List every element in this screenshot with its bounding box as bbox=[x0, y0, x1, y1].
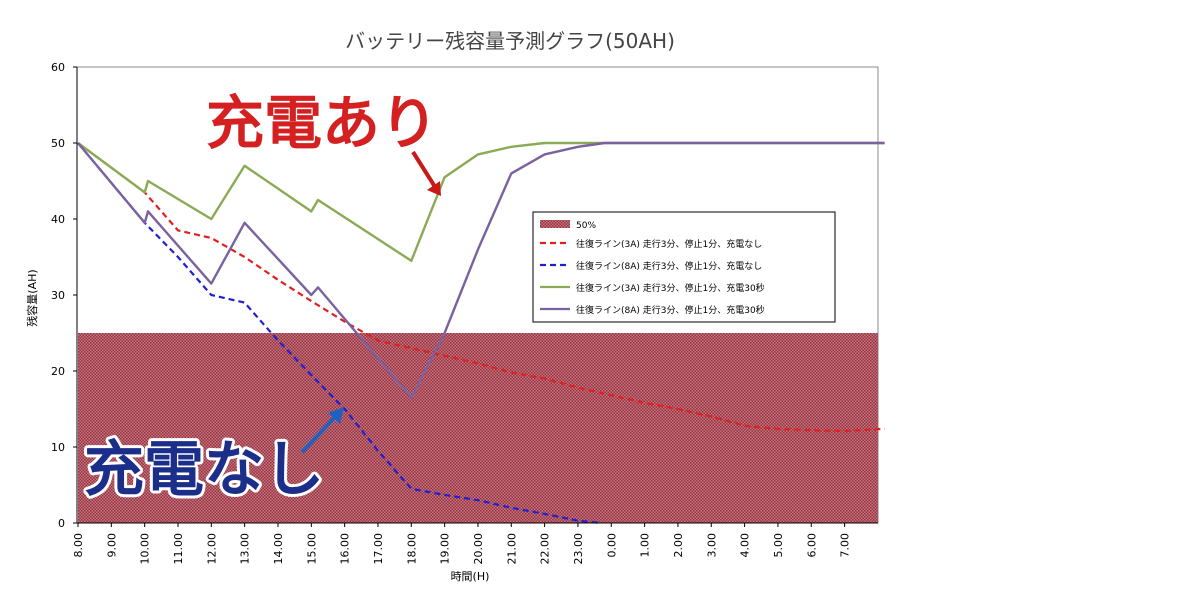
x-tick-label: 1.00 bbox=[639, 533, 652, 558]
x-tick-label: 22.00 bbox=[539, 533, 552, 565]
x-tick-label: 2.00 bbox=[672, 533, 685, 558]
annotation-with-charge: 充電あり bbox=[206, 89, 438, 157]
legend-label-2: 往復ライン(3A) 走行3分、停止1分、充電30秒 bbox=[576, 282, 765, 294]
series-line-1 bbox=[77, 142, 602, 525]
fifty-percent-band bbox=[78, 333, 878, 523]
x-tick-label: 3.00 bbox=[705, 533, 718, 558]
annotation-arrow-with-charge bbox=[411, 150, 439, 192]
x-tick-label: 14.00 bbox=[272, 533, 285, 565]
x-axis-label: 時間(H) bbox=[451, 570, 490, 583]
series-line-2 bbox=[77, 141, 885, 262]
x-tick-label: 15.00 bbox=[305, 533, 318, 565]
y-tick-label: 60 bbox=[51, 61, 65, 74]
x-tick-label: 11.00 bbox=[172, 533, 185, 565]
x-tick-label: 0.00 bbox=[605, 533, 618, 558]
x-tick-label: 5.00 bbox=[772, 533, 785, 558]
series-line-0 bbox=[77, 142, 885, 433]
annotation-arrowhead-with-charge bbox=[427, 181, 441, 196]
legend-label-0: 往復ライン(3A) 走行3分、停止1分、充電なし bbox=[576, 238, 762, 250]
y-tick-label: 0 bbox=[58, 517, 65, 530]
legend-label-3: 往復ライン(8A) 走行3分、停止1分、充電30秒 bbox=[576, 304, 765, 316]
x-tick-labels: 8.00 9.00 10.00 11.00 12.00 13.00 14.00 15.00 16… bbox=[72, 523, 852, 565]
y-tick-label: 30 bbox=[51, 289, 65, 302]
x-tick-label: 4.00 bbox=[739, 533, 752, 558]
annotation-arrowhead-no-charge bbox=[328, 407, 344, 424]
x-tick-label: 17.00 bbox=[372, 533, 385, 565]
legend-box bbox=[532, 211, 836, 323]
annotations: 充電あり 充電なし bbox=[81, 86, 441, 508]
series-layer bbox=[77, 141, 885, 525]
x-tick-label: 10.00 bbox=[139, 533, 152, 565]
legend-label-band: 50% bbox=[576, 221, 596, 231]
annotation-no-charge: 充電なし bbox=[84, 435, 324, 505]
x-tick-label: 21.00 bbox=[505, 533, 518, 565]
x-tick-label: 8.00 bbox=[72, 533, 85, 558]
x-tick-label: 20.00 bbox=[472, 533, 485, 565]
x-tick-label: 16.00 bbox=[339, 533, 352, 565]
x-tick-label: 19.00 bbox=[439, 533, 452, 565]
y-tick-label: 40 bbox=[51, 213, 65, 226]
y-tick-label: 20 bbox=[51, 365, 65, 378]
y-tick-labels: 0 10 20 30 40 50 60 bbox=[51, 61, 77, 530]
annotation-arrow-no-charge bbox=[300, 412, 340, 454]
y-tick-label: 50 bbox=[51, 137, 65, 150]
chart-title: バッテリー残容量予測グラフ(50AH) bbox=[345, 29, 675, 53]
legend-label-1: 往復ライン(8A) 走行3分、停止1分、充電なし bbox=[576, 260, 762, 272]
series-line-3 bbox=[77, 141, 885, 399]
x-tick-label: 6.00 bbox=[805, 533, 818, 558]
legend-swatch-band bbox=[540, 220, 570, 228]
x-tick-label: 23.00 bbox=[572, 533, 585, 565]
y-axis-label: 残容量(AH) bbox=[25, 269, 39, 326]
x-tick-label: 9.00 bbox=[105, 533, 118, 558]
x-tick-label: 13.00 bbox=[239, 533, 252, 565]
y-tick-label: 10 bbox=[51, 441, 65, 454]
x-tick-label: 7.00 bbox=[839, 533, 852, 558]
x-tick-label: 12.00 bbox=[205, 533, 218, 565]
x-tick-label: 18.00 bbox=[405, 533, 418, 565]
